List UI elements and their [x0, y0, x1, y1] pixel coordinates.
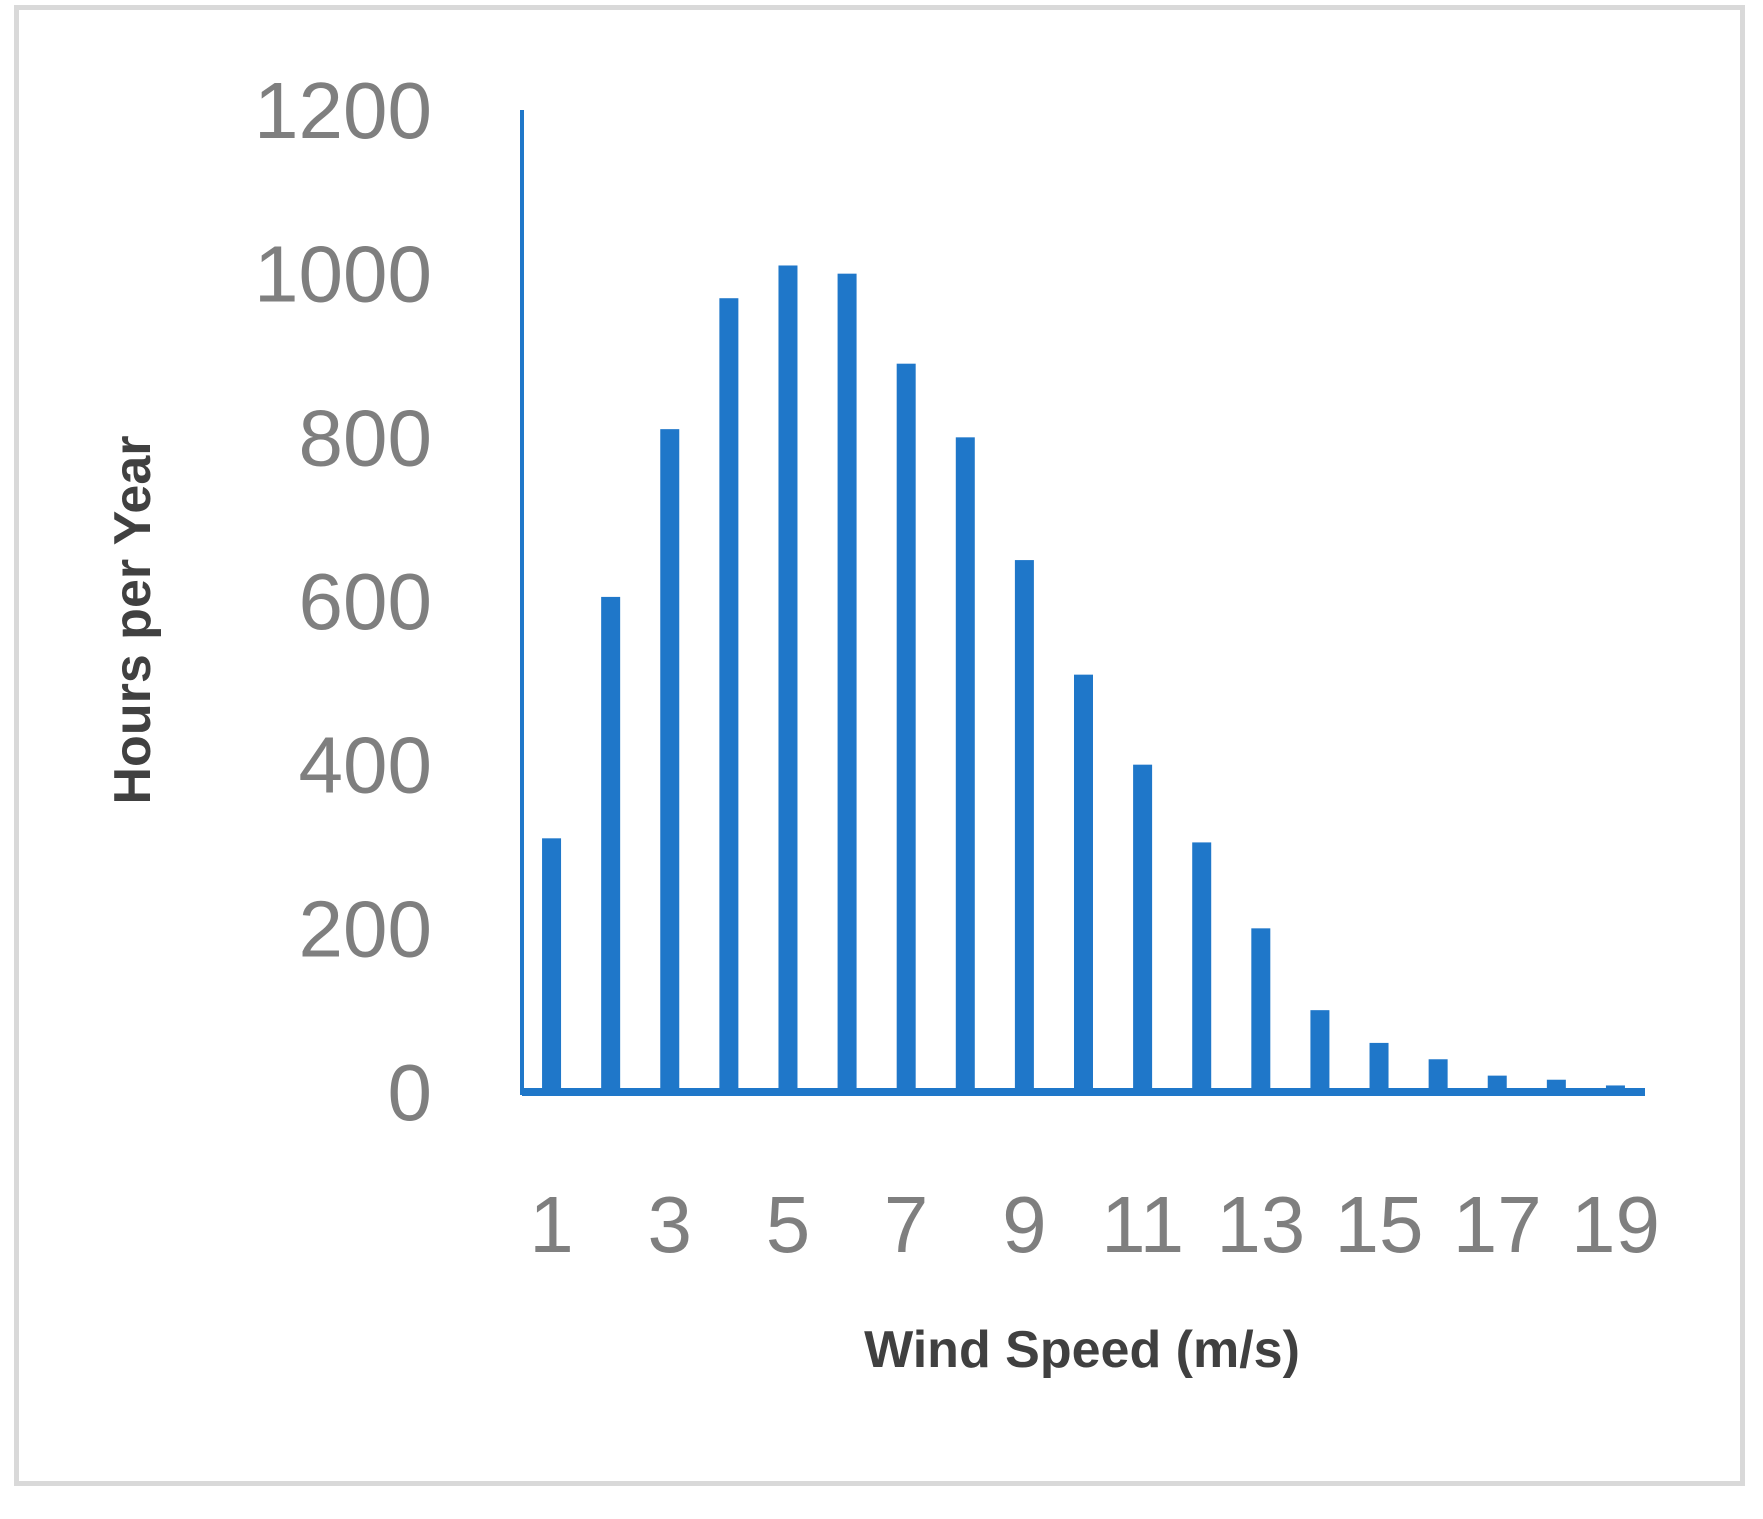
bar [955, 437, 975, 1092]
x-axis-title: Wind Speed (m/s) [864, 1321, 1300, 1379]
y-axis-ticks: 0 200 400 600 800 1000 1200 [254, 66, 432, 1137]
x-tick-label: 5 [766, 1180, 811, 1269]
bar [778, 265, 798, 1092]
x-tick-label: 7 [884, 1180, 929, 1269]
bars [542, 265, 1625, 1093]
x-tick-label: 19 [1571, 1180, 1660, 1269]
bar [1133, 764, 1153, 1092]
bar [542, 838, 562, 1092]
x-tick-label: 11 [1101, 1180, 1184, 1269]
y-tick-label: 200 [299, 884, 432, 973]
bar [1310, 1010, 1330, 1092]
y-tick-label: 0 [388, 1048, 433, 1137]
x-axis-ticks: 1 3 5 7 9 11 13 15 17 19 [529, 1180, 1660, 1269]
x-tick-label: 1 [529, 1180, 574, 1269]
y-tick-label: 800 [299, 393, 432, 482]
x-tick-label: 3 [648, 1180, 693, 1269]
x-tick-label: 17 [1453, 1180, 1542, 1269]
bar [1014, 560, 1034, 1092]
y-tick-label: 600 [299, 557, 432, 646]
bar [719, 298, 739, 1092]
bar [1074, 674, 1093, 1092]
chart-frame [14, 5, 1745, 1486]
bar [896, 363, 916, 1092]
bar [1369, 1042, 1389, 1092]
y-tick-label: 1200 [254, 66, 432, 155]
x-tick-label: 13 [1216, 1180, 1305, 1269]
bar [660, 429, 680, 1092]
y-tick-label: 1000 [254, 230, 432, 319]
y-tick-label: 400 [299, 721, 432, 810]
bar [601, 596, 621, 1092]
bar [1428, 1059, 1448, 1092]
bar [1487, 1075, 1507, 1092]
bar [1192, 842, 1212, 1092]
y-axis-title: Hours per Year [104, 435, 162, 804]
x-tick-label: 15 [1335, 1180, 1424, 1269]
bar [837, 273, 857, 1093]
x-tick-label: 9 [1002, 1180, 1047, 1269]
bar [1251, 928, 1271, 1092]
